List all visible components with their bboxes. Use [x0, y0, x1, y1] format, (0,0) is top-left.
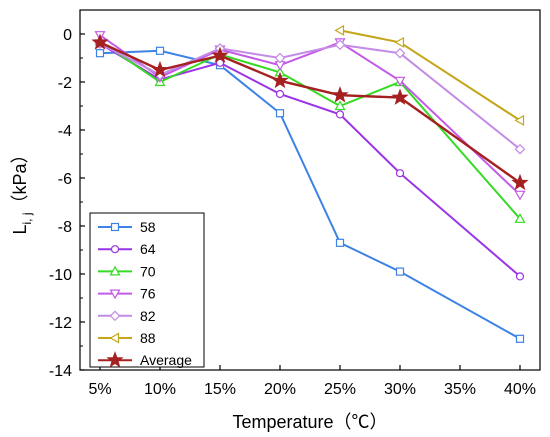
- y-tick-label: -6: [58, 171, 72, 188]
- data-point: [211, 46, 229, 63]
- legend-marker: [109, 265, 121, 276]
- series-88: [334, 24, 525, 126]
- series-layer: [91, 24, 529, 343]
- legend-label: 88: [140, 330, 156, 346]
- data-point: [274, 52, 286, 64]
- x-tick-label: 10%: [144, 381, 176, 398]
- legend-item: 76: [98, 286, 156, 302]
- legend-marker: [109, 289, 121, 300]
- data-point: [275, 89, 285, 99]
- legend-label: 76: [140, 286, 156, 302]
- y-tick-label: -12: [49, 315, 72, 332]
- data-point: [155, 46, 165, 55]
- legend-label: 58: [140, 219, 156, 235]
- legend-item: 82: [98, 308, 156, 324]
- legend-label: 64: [140, 241, 156, 257]
- data-point: [395, 169, 405, 178]
- data-point: [271, 71, 289, 89]
- y-axis-title-unit: （kPa）: [10, 145, 30, 212]
- x-tick-label: 5%: [88, 381, 111, 398]
- x-tick-label: 25%: [324, 381, 356, 398]
- x-tick-label: 30%: [384, 381, 416, 398]
- legend-marker: [106, 351, 124, 368]
- y-axis-title-sub: i, j: [20, 213, 34, 225]
- y-axis-title-main: L: [10, 225, 30, 235]
- data-point: [335, 238, 345, 247]
- y-tick-label: -10: [49, 267, 72, 284]
- data-point: [515, 334, 525, 343]
- legend-label: 82: [140, 308, 156, 324]
- y-tick-label: -14: [49, 363, 72, 380]
- data-point: [151, 60, 169, 78]
- x-tick-label: 40%: [504, 381, 536, 398]
- legend-item: Average: [98, 351, 192, 368]
- data-point: [514, 190, 526, 201]
- series-line: [99, 34, 521, 196]
- data-point: [334, 100, 346, 111]
- legend-label: 70: [140, 263, 156, 279]
- legend-marker: [109, 332, 120, 344]
- legend-item: 70: [98, 263, 156, 279]
- data-point: [515, 272, 525, 281]
- series-82: [94, 38, 526, 155]
- series-76: [94, 31, 526, 201]
- legend-marker: [109, 310, 121, 322]
- legend-box: [89, 212, 205, 368]
- plot-frame: [79, 9, 541, 371]
- data-point: [95, 49, 105, 58]
- y-tick-label: -2: [58, 75, 72, 92]
- data-point: [394, 47, 406, 59]
- legend-label: Average: [140, 352, 192, 368]
- axis-ticks: 5% 10% 15% 20% 25% 30% 35% 40% 0 -2 -4 -6 -8 -10 -12 -1…: [49, 27, 536, 398]
- y-tick-label: 0: [63, 27, 72, 44]
- data-point: [514, 143, 526, 155]
- legend-marker: [110, 222, 120, 232]
- data-point: [335, 110, 345, 119]
- data-point: [395, 267, 405, 276]
- x-tick-label: 15%: [204, 381, 236, 398]
- y-axis-title: Li, j（kPa）: [10, 145, 34, 234]
- data-point: [91, 33, 109, 50]
- data-point: [334, 24, 345, 36]
- x-tick-label: 20%: [264, 381, 296, 398]
- data-point: [514, 114, 525, 126]
- data-point: [394, 36, 405, 48]
- legend-item: 64: [98, 241, 156, 257]
- y-tick-label: -8: [58, 219, 72, 236]
- series-average: [91, 33, 529, 191]
- data-point: [334, 39, 346, 51]
- series-line: [339, 29, 521, 122]
- data-point: [511, 173, 529, 191]
- x-tick-label: 35%: [444, 381, 476, 398]
- data-point: [275, 109, 285, 118]
- svg-text:Li, j（kPa）: Li, j（kPa）: [10, 145, 34, 234]
- x-axis-title: Temperature（℃）: [232, 412, 387, 432]
- legend-marker: [110, 245, 120, 254]
- data-point: [331, 86, 349, 103]
- data-point: [394, 76, 406, 87]
- y-tick-label: -4: [58, 123, 72, 140]
- legend-item: 58: [98, 219, 156, 235]
- data-point: [391, 88, 409, 105]
- series-line: [99, 41, 521, 184]
- data-point: [514, 213, 526, 223]
- legend-item: 88: [98, 330, 156, 346]
- legend: 58 64 70 76 82 88 Average: [89, 212, 205, 368]
- series-line: [99, 42, 521, 150]
